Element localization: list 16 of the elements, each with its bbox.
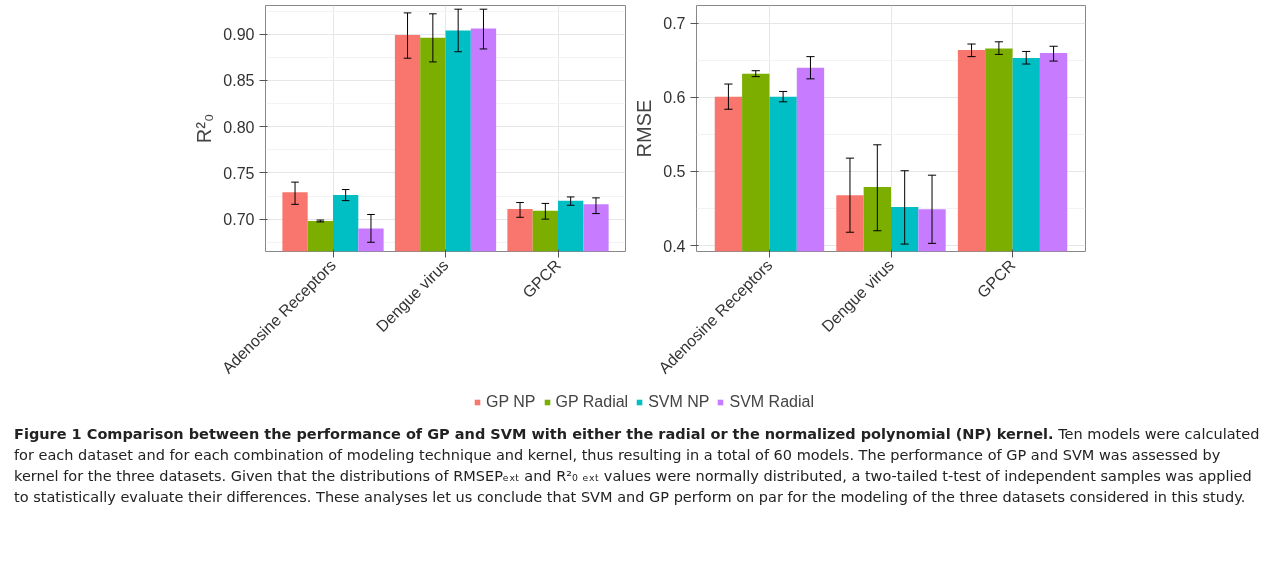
caption: Figure 1 Comparison between the performance of GP and SVM with either the radial or the normalized polynomial (NP) kernel. bbox=[14, 426, 1054, 442]
y-tick-label: 0.6 bbox=[663, 89, 686, 107]
legend-label: SVM NP bbox=[648, 393, 710, 411]
legend-label: GP NP bbox=[486, 393, 536, 411]
legend-label: SVM Radial bbox=[729, 393, 814, 411]
y-axis-title: RMSE bbox=[633, 99, 656, 158]
y-axis-title: R²₀ bbox=[193, 113, 216, 144]
y-tick-label: 0.70 bbox=[223, 211, 255, 229]
y-tick-label: 0.7 bbox=[663, 15, 686, 33]
y-tick-label: 0.80 bbox=[223, 118, 255, 136]
y-tick-label: 0.75 bbox=[223, 164, 255, 182]
y-tick-label: 0.85 bbox=[223, 72, 255, 90]
y-tick-label: 0.90 bbox=[223, 26, 255, 44]
y-tick-label: 0.4 bbox=[663, 237, 686, 255]
y-tick-label: 0.5 bbox=[663, 163, 686, 181]
legend-label: GP Radial bbox=[555, 393, 629, 411]
